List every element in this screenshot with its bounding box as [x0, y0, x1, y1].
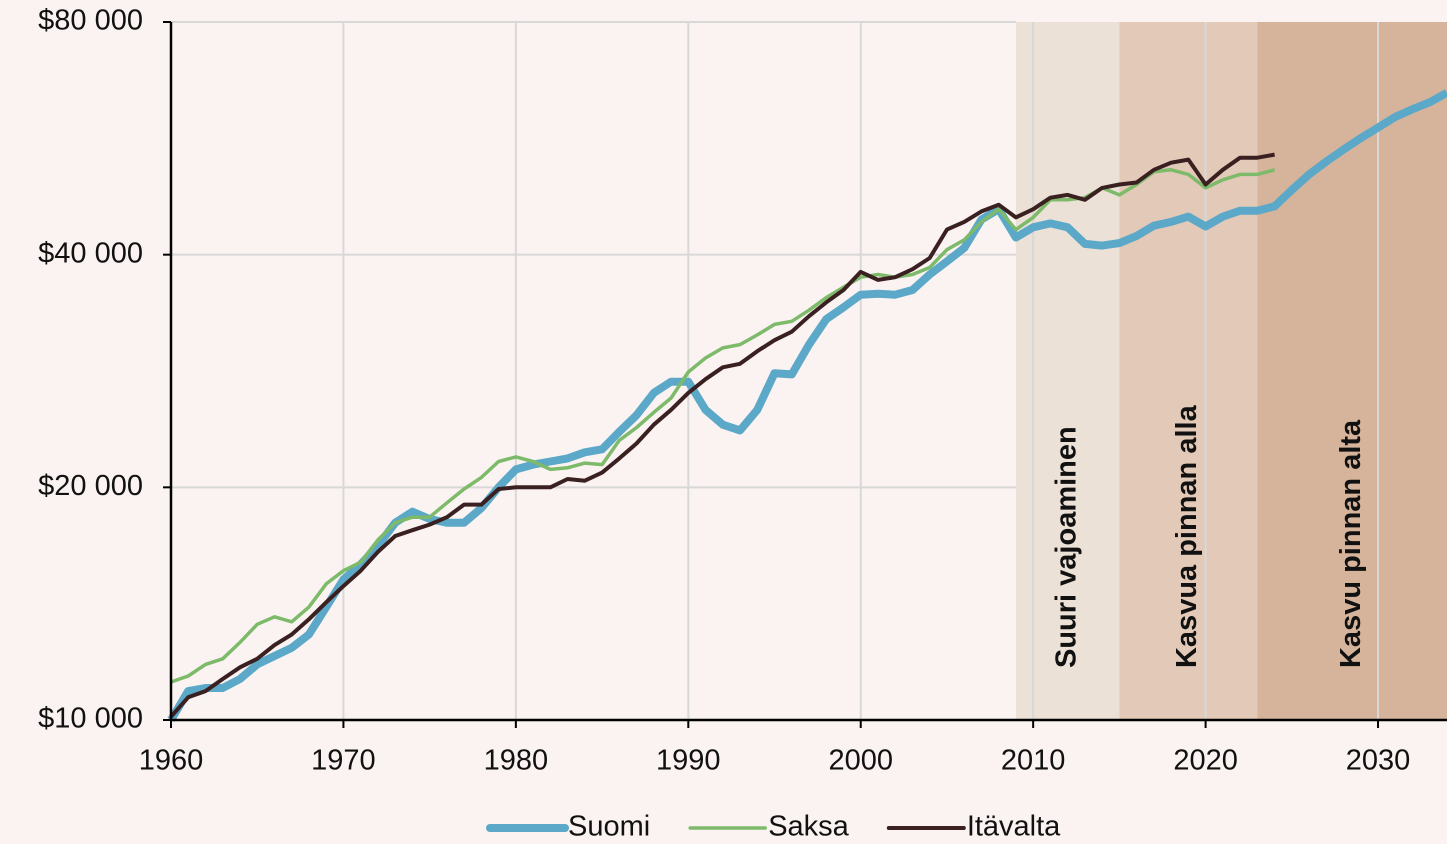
line-series [169, 152, 1275, 719]
region-label: Suuri vajoaminen [1050, 426, 1082, 668]
x-tick-label: 2020 [1173, 745, 1238, 777]
y-tick-label: $10 000 [38, 703, 143, 735]
region [1119, 22, 1258, 720]
y-tick-label: $40 000 [38, 237, 143, 269]
x-tick-label: 1960 [139, 745, 204, 777]
region-label: Kasvua pinnan alla [1171, 404, 1203, 668]
legend-label: Suomi [568, 811, 650, 843]
region-label: Kasvu pinnan alta [1335, 419, 1367, 668]
x-tick-label: 2010 [1001, 745, 1066, 777]
x-tick-label: 1980 [484, 745, 549, 777]
legend-label: Saksa [768, 811, 849, 843]
y-tick-label: $20 000 [38, 470, 143, 502]
line-series [167, 89, 1447, 723]
legend-label: Itävalta [967, 811, 1061, 843]
x-tick-label: 2000 [828, 745, 893, 777]
y-tick-label: $80 000 [38, 5, 143, 37]
region [1257, 22, 1447, 720]
x-tick-label: 1970 [311, 745, 376, 777]
x-tick-label: 1990 [656, 745, 721, 777]
x-tick-label: 2030 [1346, 745, 1411, 777]
